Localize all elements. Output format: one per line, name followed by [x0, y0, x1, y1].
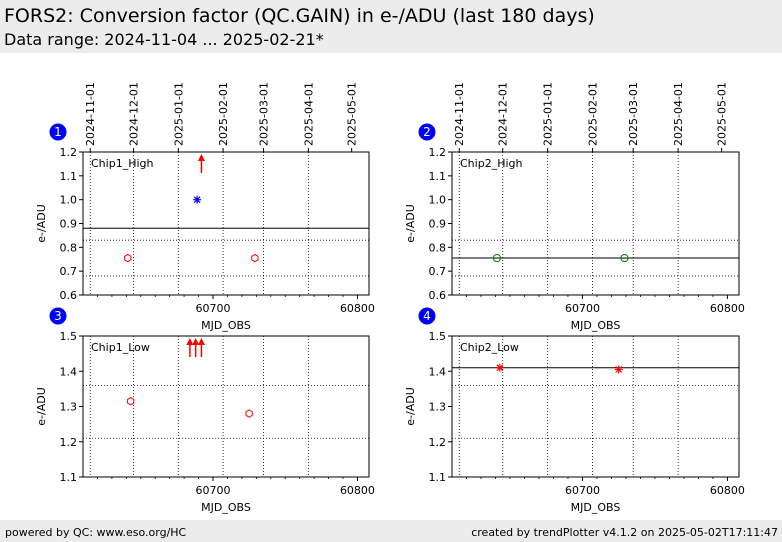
y-tick-label: 0.6 [429, 289, 447, 302]
outlier-arrow-head [192, 338, 200, 345]
y-tick-label: 1.2 [60, 436, 78, 449]
date-tick-label: 2025-02-01 [217, 82, 230, 146]
y-tick-label: 1.4 [60, 365, 78, 378]
data-point [124, 253, 132, 263]
x-axis-label: MJD_OBS [201, 501, 251, 514]
y-tick-label: 1.5 [60, 330, 78, 343]
panel-label: Chip1_High [91, 157, 153, 170]
panel-label: Chip2_Low [460, 341, 519, 354]
x-tick-label: 60800 [710, 302, 745, 315]
data-point [495, 363, 504, 372]
axes-frame [82, 335, 370, 478]
panel-badge-number: 3 [54, 309, 62, 323]
page-title: FORS2: Conversion factor (QC.GAIN) in e-… [4, 5, 595, 27]
date-tick-label: 2025-04-01 [302, 82, 315, 146]
y-tick-label: 0.9 [60, 218, 78, 231]
panel-badge-number: 4 [423, 309, 431, 323]
chart-panel-1: 0.6 0.7 0.8 0.9 1.0 1.1 1.2 60700 60800 MJD_OBS e-… [35, 82, 375, 332]
y-tick-label: 1.2 [429, 436, 447, 449]
y-tick-label: 0.6 [60, 289, 78, 302]
y-tick-label: 1.2 [429, 146, 447, 159]
data-point [127, 397, 135, 406]
chart-panel-4: 1.1 1.2 1.3 1.4 1.5 60700 60800 MJD_OBS e-/ADU Ch… [404, 307, 745, 514]
x-tick-label: 60700 [196, 484, 231, 497]
y-tick-label: 1.1 [60, 170, 78, 183]
chart-panel-2: 0.6 0.7 0.8 0.9 1.0 1.1 1.2 60700 60800 MJD_OBS e-… [404, 82, 745, 332]
date-tick-label: 2024-11-01 [84, 82, 97, 146]
x-tick-label: 60800 [340, 302, 375, 315]
y-tick-label: 1.3 [60, 401, 78, 414]
y-tick-label: 1.3 [429, 401, 447, 414]
y-tick-label: 1.5 [429, 330, 447, 343]
footer-generator: created by trendPlotter v4.1.2 on 2025-0… [471, 526, 778, 539]
outlier-arrow-head [197, 154, 205, 161]
panel-badge-number: 1 [54, 125, 62, 139]
y-tick-label: 1.4 [429, 365, 447, 378]
panel-label: Chip1_Low [91, 341, 150, 354]
chart-panel-3: 1.1 1.2 1.3 1.4 1.5 60700 60800 MJD_OBS e-/ADU Ch… [35, 307, 375, 514]
date-tick-label: 2025-05-01 [716, 82, 729, 146]
date-tick-label: 2025-04-01 [672, 82, 685, 146]
x-tick-label: 60700 [565, 302, 600, 315]
data-point [245, 409, 253, 418]
date-tick-label: 2024-11-01 [453, 82, 466, 146]
date-tick-label: 2025-05-01 [346, 82, 359, 146]
x-axis-label: MJD_OBS [201, 319, 251, 332]
y-tick-label: 0.7 [429, 265, 447, 278]
y-axis-label: e-/ADU [404, 387, 417, 426]
data-point [614, 365, 623, 374]
y-tick-label: 1.1 [60, 471, 78, 484]
x-tick-label: 60800 [340, 484, 375, 497]
y-tick-label: 0.8 [60, 241, 78, 254]
panel-badge [418, 307, 436, 325]
date-tick-label: 2025-03-01 [258, 82, 271, 146]
y-tick-label: 0.8 [429, 241, 447, 254]
date-tick-label: 2025-02-01 [587, 82, 600, 146]
footer-credit: powered by QC: www.eso.org/HC [5, 526, 187, 539]
axes-frame [451, 335, 740, 478]
outlier-arrow-head [186, 338, 194, 345]
y-tick-label: 0.7 [60, 265, 78, 278]
y-tick-label: 1.2 [60, 146, 78, 159]
x-axis-label: MJD_OBS [571, 319, 621, 332]
date-tick-label: 2025-03-01 [627, 82, 640, 146]
x-tick-label: 60700 [565, 484, 600, 497]
date-tick-label: 2025-01-01 [172, 82, 185, 146]
y-tick-label: 1.1 [429, 170, 447, 183]
page-subtitle: Data range: 2024-11-04 ... 2025-02-21* [4, 30, 324, 49]
panel-badge [49, 307, 67, 325]
data-point [251, 253, 259, 263]
data-point [193, 195, 202, 204]
footer-bar: powered by QC: www.eso.org/HC created by… [0, 520, 782, 542]
outlier-arrow-head [197, 338, 205, 345]
panel-label: Chip2_High [460, 157, 522, 170]
y-tick-label: 1.0 [429, 194, 447, 207]
data-point [492, 253, 502, 263]
x-axis-label: MJD_OBS [571, 501, 621, 514]
panel-badge [418, 123, 436, 141]
x-tick-label: 60700 [196, 302, 231, 315]
y-axis-label: e-/ADU [35, 204, 48, 243]
y-tick-label: 0.9 [429, 218, 447, 231]
data-point [620, 253, 629, 263]
date-tick-label: 2024-12-01 [497, 82, 510, 146]
axes-frame [451, 151, 740, 296]
panel-badge-number: 2 [423, 125, 431, 139]
panel-badge [49, 123, 67, 141]
y-axis-label: e-/ADU [35, 387, 48, 426]
y-axis-label: e-/ADU [404, 204, 417, 243]
axes-frame [82, 151, 370, 296]
x-tick-label: 60800 [710, 484, 745, 497]
date-tick-label: 2024-12-01 [128, 82, 141, 146]
y-tick-label: 1.0 [60, 194, 78, 207]
date-tick-label: 2025-01-01 [542, 82, 555, 146]
y-tick-label: 1.1 [429, 471, 447, 484]
header-bar: FORS2: Conversion factor (QC.GAIN) in e-… [0, 0, 782, 53]
